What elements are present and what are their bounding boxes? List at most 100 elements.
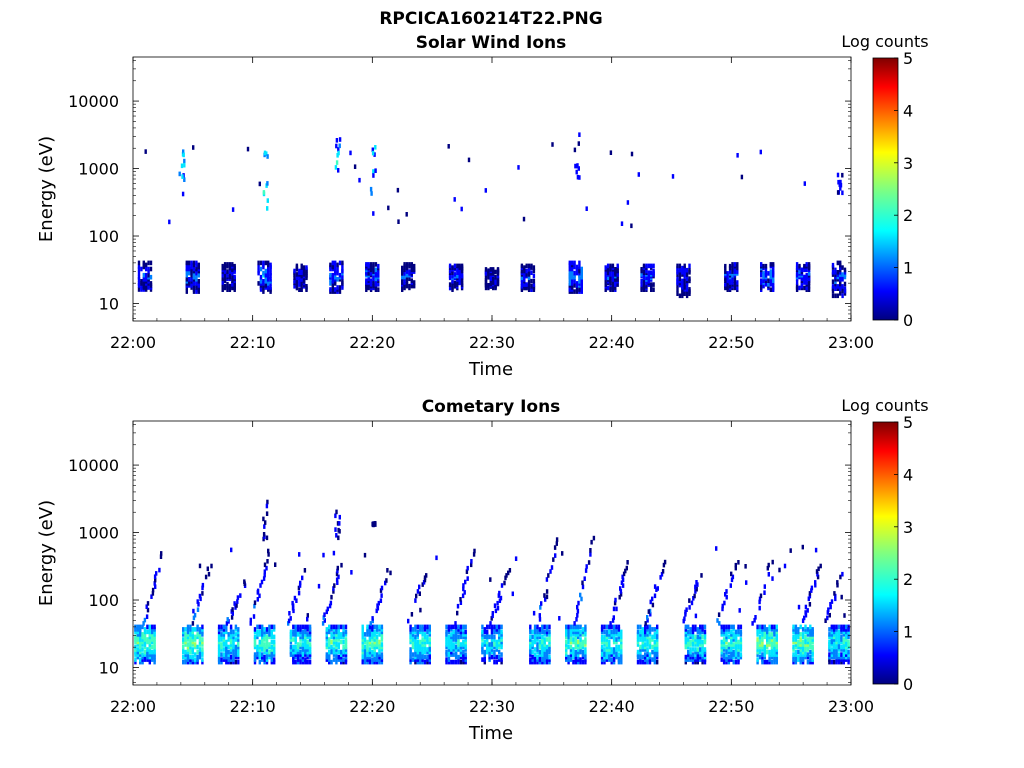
- heatmap-cell: [256, 634, 259, 640]
- heatmap-cell: [811, 649, 814, 655]
- heatmap-cell: [306, 624, 309, 630]
- heatmap-cell: [225, 657, 228, 662]
- heatmap-cell: [758, 654, 762, 660]
- heatmap-cell: [600, 647, 604, 652]
- heatmap-cell: [504, 575, 507, 581]
- heatmap-cell: [198, 627, 202, 632]
- heatmap-cell: [299, 642, 302, 647]
- heatmap-cell: [421, 639, 424, 645]
- heatmap-cell: [409, 637, 412, 642]
- heatmap-cell: [253, 654, 257, 660]
- heatmap-cell: [289, 634, 293, 640]
- heatmap-cell: [305, 284, 308, 289]
- heatmap-cell: [304, 632, 307, 637]
- heatmap-cell: [745, 580, 748, 585]
- heatmap-cell: [520, 268, 524, 274]
- heatmap-cell: [801, 634, 805, 640]
- heatmap-cell: [484, 188, 487, 193]
- heatmap-cell: [836, 293, 839, 299]
- heatmap-cell: [842, 659, 845, 665]
- heatmap-cell: [256, 644, 259, 650]
- heatmap-cell: [605, 629, 609, 635]
- heatmap-cell: [603, 629, 606, 635]
- heatmap-cell: [775, 647, 778, 652]
- heatmap-cell: [143, 652, 147, 657]
- heatmap-cell: [770, 649, 774, 655]
- heatmap-cell: [799, 654, 802, 660]
- heatmap-cell: [579, 657, 582, 662]
- heatmap-cell: [423, 644, 427, 650]
- heatmap-cell: [548, 624, 551, 630]
- heatmap-cell: [498, 649, 501, 655]
- heatmap-cell: [761, 652, 764, 657]
- heatmap-cell: [229, 624, 233, 630]
- heatmap-cell: [653, 647, 656, 652]
- heatmap-cell: [335, 652, 338, 657]
- heatmap-cell: [457, 657, 460, 662]
- heatmap-cell: [612, 606, 616, 612]
- heatmap-cell: [344, 649, 348, 655]
- heatmap-cell: [136, 624, 139, 630]
- heatmap-cell: [805, 262, 808, 267]
- heatmap-cell: [799, 647, 802, 652]
- heatmap-cell: [579, 624, 582, 630]
- heatmap-cell: [301, 632, 305, 637]
- heatmap-cell: [201, 647, 204, 652]
- x-tick-label: 22:40: [589, 697, 635, 716]
- heatmap-cell: [836, 580, 839, 585]
- heatmap-cell: [447, 659, 451, 665]
- heatmap-cell: [226, 262, 229, 267]
- heatmap-cell: [775, 629, 778, 635]
- heatmap-cell: [656, 634, 659, 640]
- heatmap-cell: [804, 647, 807, 652]
- heatmap-cell: [795, 262, 799, 267]
- heatmap-cell: [763, 634, 766, 640]
- heatmap-cell: [481, 642, 484, 647]
- heatmap-cell: [744, 564, 747, 569]
- heatmap-cell: [493, 634, 496, 640]
- heatmap-cell: [717, 612, 721, 617]
- heatmap-cell: [204, 574, 208, 580]
- heatmap-cell: [734, 644, 738, 650]
- heatmap-cell: [294, 639, 297, 645]
- heatmap-cell: [730, 624, 733, 630]
- heatmap-cell: [500, 659, 503, 665]
- heatmap-cell: [487, 283, 490, 288]
- heatmap-cell: [648, 639, 652, 645]
- heatmap-cell: [377, 282, 380, 287]
- heatmap-cell: [835, 629, 838, 635]
- heatmap-cell: [141, 659, 144, 665]
- heatmap-cell: [699, 637, 702, 642]
- heatmap-cell: [303, 568, 307, 573]
- heatmap-cell: [548, 647, 551, 652]
- heatmap-cell: [231, 278, 234, 283]
- heatmap-cell: [522, 216, 526, 222]
- heatmap-cell: [262, 270, 265, 276]
- heatmap-cell: [304, 644, 307, 650]
- heatmap-cell: [801, 544, 804, 550]
- heatmap-cell: [703, 659, 707, 665]
- heatmap-cell: [186, 654, 190, 660]
- heatmap-cell: [794, 627, 798, 632]
- heatmap-cell: [514, 556, 518, 561]
- heatmap-cell: [584, 637, 587, 642]
- heatmap-cell: [525, 272, 528, 277]
- heatmap-cell: [775, 657, 778, 662]
- heatmap-cell: [620, 659, 623, 665]
- heatmap-cell: [367, 262, 370, 267]
- heatmap-cell: [308, 659, 312, 665]
- heatmap-cell: [703, 657, 707, 662]
- heatmap-cell: [835, 654, 838, 660]
- heatmap-cell: [536, 644, 539, 650]
- heatmap-cell: [577, 624, 580, 630]
- heatmap-cell: [758, 642, 762, 647]
- heatmap-cell: [350, 570, 353, 575]
- heatmap-cell: [694, 652, 697, 657]
- heatmap-cell: [423, 634, 427, 640]
- heatmap-cell: [532, 268, 536, 274]
- heatmap-cell: [641, 647, 644, 652]
- heatmap-cell: [615, 639, 618, 645]
- heatmap-cell: [620, 639, 623, 645]
- heatmap-cell: [703, 652, 707, 657]
- heatmap-cell: [565, 627, 568, 632]
